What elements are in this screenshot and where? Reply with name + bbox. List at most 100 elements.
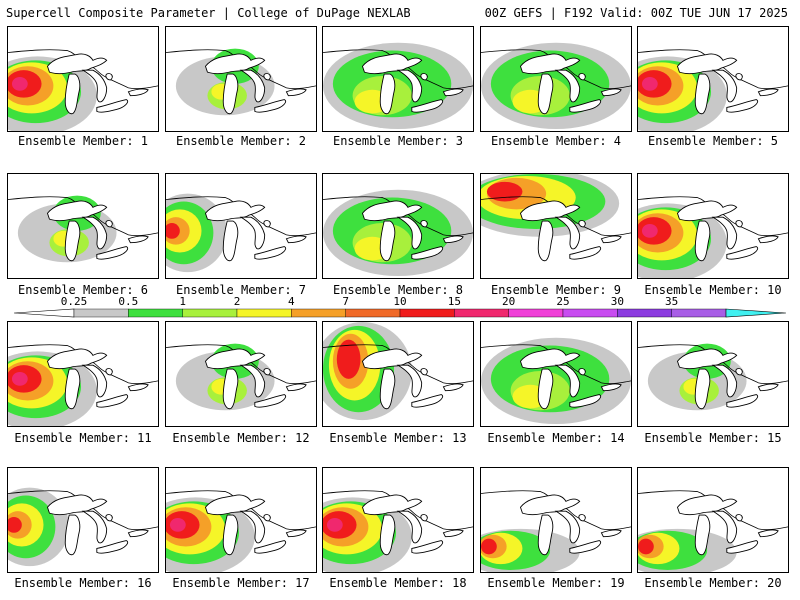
lake-outline <box>578 220 586 228</box>
lake-outline <box>757 529 779 538</box>
lake-outline <box>554 510 581 544</box>
lake-outline <box>569 246 602 260</box>
lake-outline <box>239 69 266 103</box>
scp-contour-red <box>8 517 22 533</box>
lake-outline <box>411 246 444 260</box>
lake-outline <box>105 73 113 81</box>
member-label-2: Ensemble Member: 2 <box>175 134 307 148</box>
lake-outline <box>64 220 81 262</box>
lake-outline <box>442 383 464 392</box>
lake-outline <box>711 216 738 250</box>
lake-outline <box>578 73 586 81</box>
lake-outline <box>46 53 108 75</box>
lake-outline <box>554 216 581 250</box>
scp-contour-pink <box>11 77 28 91</box>
lake-outline <box>554 69 581 103</box>
lake-outline <box>254 99 287 113</box>
legend-swatch <box>617 308 672 318</box>
legend-tick-label: 1 <box>179 295 186 308</box>
lake-outline <box>81 216 108 250</box>
legend-swatch <box>291 308 346 318</box>
member-map-3 <box>323 42 473 130</box>
lake-outline <box>519 53 581 75</box>
member-map-10 <box>638 196 788 278</box>
legend-tick-label: 15 <box>448 295 461 308</box>
member-label-5: Ensemble Member: 5 <box>647 134 779 148</box>
member-map-20 <box>638 490 788 572</box>
member-panel-15 <box>637 321 789 427</box>
legend-tick-label: 35 <box>665 295 678 308</box>
lake-outline <box>726 394 759 408</box>
lake-outline <box>239 216 266 250</box>
lake-outline <box>127 383 149 392</box>
scp-contour-red <box>336 339 361 379</box>
lake-outline <box>361 348 423 370</box>
member-map-11 <box>8 344 158 426</box>
lake-outline <box>127 88 149 97</box>
lake-outline <box>46 494 108 516</box>
lake-outline <box>676 494 738 516</box>
member-map-9 <box>481 174 631 262</box>
lake-outline <box>578 368 586 376</box>
member-panel-11 <box>7 321 159 427</box>
lake-outline <box>711 364 738 398</box>
lake-outline <box>519 494 581 516</box>
lake-outline <box>254 394 287 408</box>
member-panel-12 <box>165 321 317 427</box>
legend-swatch <box>128 308 183 318</box>
lake-outline <box>204 494 266 516</box>
lake-outline <box>81 364 108 398</box>
scp-contour-pink <box>641 77 658 91</box>
lake-outline <box>222 73 239 115</box>
member-map-19 <box>481 490 631 572</box>
lake-outline <box>757 235 779 244</box>
lake-outline <box>420 514 428 522</box>
member-label-9: Ensemble Member: 9 <box>490 283 622 297</box>
member-panel-16 <box>7 467 159 573</box>
member-panel-8 <box>322 173 474 279</box>
lake-outline <box>537 220 554 262</box>
lake-outline <box>578 514 586 522</box>
member-panel-1 <box>7 26 159 132</box>
legend-tick-label: 4 <box>288 295 295 308</box>
lake-outline <box>285 88 307 97</box>
member-panel-14 <box>480 321 632 427</box>
member-panel-6 <box>7 173 159 279</box>
lake-outline <box>757 88 779 97</box>
lake-outline <box>519 200 581 222</box>
lake-outline <box>222 220 239 262</box>
valid-time: 00Z GEFS | F192 Valid: 00Z TUE JUN 17 20… <box>484 6 788 20</box>
lake-outline <box>222 368 239 410</box>
color-legend: 0.25 0.5 1 2 4 7 10 15 20 25 30 35 <box>13 295 787 321</box>
scp-contour-pink <box>326 518 343 532</box>
legend-tick-label: 20 <box>502 295 515 308</box>
member-map-1 <box>8 49 158 131</box>
lake-outline <box>757 383 779 392</box>
lake-outline <box>46 348 108 370</box>
legend-low-arrow <box>13 308 75 318</box>
lake-outline <box>285 235 307 244</box>
lake-outline <box>96 394 129 408</box>
member-label-7: Ensemble Member: 7 <box>175 283 307 297</box>
lake-outline <box>46 200 108 222</box>
legend-tick-label: 25 <box>556 295 569 308</box>
lake-outline <box>263 368 271 376</box>
legend-tick-label: 10 <box>393 295 406 308</box>
lake-outline <box>442 88 464 97</box>
legend-swatch <box>73 308 129 318</box>
lake-outline <box>379 514 396 556</box>
scp-contour-red <box>481 538 497 555</box>
legend-swatch <box>236 308 292 318</box>
member-map-16 <box>8 487 158 567</box>
legend-tick-label: 0.5 <box>118 295 138 308</box>
member-label-19: Ensemble Member: 19 <box>487 576 625 590</box>
member-label-15: Ensemble Member: 15 <box>644 431 782 445</box>
lake-outline <box>105 368 113 376</box>
scp-contour-pink <box>11 372 28 386</box>
map-title: Supercell Composite Parameter | College … <box>6 6 411 20</box>
lake-outline <box>676 53 738 75</box>
lake-outline <box>554 364 581 398</box>
member-panel-3 <box>322 26 474 132</box>
member-map-7 <box>166 193 316 273</box>
lake-outline <box>361 494 423 516</box>
